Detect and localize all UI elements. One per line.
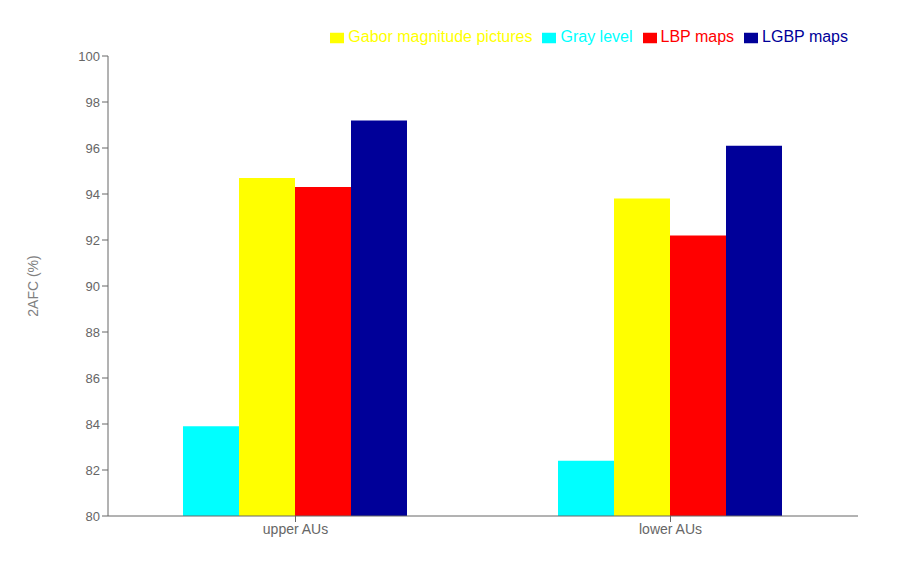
html-text:LBP maps: LBP maps: [660, 28, 734, 45]
html-text:LGBP maps: LGBP maps: [762, 28, 848, 45]
svg-text:86: 86: [86, 371, 100, 386]
html-text:Gray level: Gray level: [560, 28, 633, 45]
html-text:Gabor magnitude pictures: Gabor magnitude pictures: [348, 28, 533, 45]
svg-text:80: 80: [86, 509, 100, 524]
svg-text:90: 90: [86, 279, 100, 294]
svg-text:84: 84: [86, 417, 100, 432]
svg-text:2AFC (%): 2AFC (%): [25, 255, 41, 316]
svg-text:100: 100: [78, 49, 100, 64]
svg-text:98: 98: [86, 95, 100, 110]
svg-text:96: 96: [86, 141, 100, 156]
svg-text:94: 94: [86, 187, 100, 202]
svg-text:88: 88: [86, 325, 100, 340]
svg-text:lower AUs: lower AUs: [639, 521, 702, 537]
svg-text:82: 82: [86, 463, 100, 478]
svg-text:92: 92: [86, 233, 100, 248]
svg-text:upper AUs: upper AUs: [263, 521, 328, 537]
